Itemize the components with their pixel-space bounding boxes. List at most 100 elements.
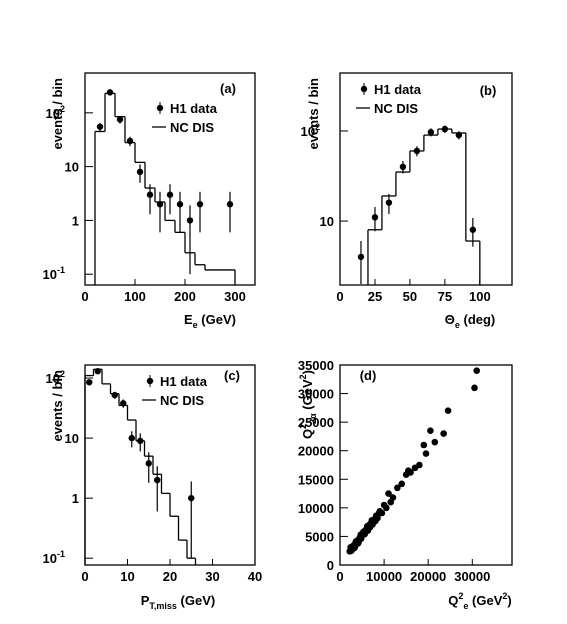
data-point [378,509,386,517]
data-point [394,484,401,492]
label-part: P [141,593,150,608]
label-part: e [463,601,468,611]
tick-base: 10 [43,267,57,282]
data-point [431,438,439,446]
tick-exp: -1 [57,265,65,275]
legend-marker [156,104,164,112]
data-point [137,437,144,445]
data-point [473,367,481,375]
data-point [126,137,134,145]
data-point [106,89,114,96]
y-tick-label: 10000 [298,501,334,516]
data-point [357,253,365,261]
x-axis-label: Θe (deg) [445,312,496,330]
plot-frame [84,72,256,286]
panel-label: (c) [224,368,240,383]
legend-label: NC DIS [374,101,418,116]
label-part: (GeV) [198,312,236,327]
data-point [444,407,452,415]
x-tick-label: 40 [248,569,262,584]
label-part: Θ [445,312,455,327]
y-tick-label: 0 [327,558,334,573]
data-point [94,368,101,375]
legend-marker [146,377,154,385]
y-tick-label: 1 [72,491,79,506]
data-point [96,123,104,130]
y-tick-label: 15000 [298,472,334,487]
x-tick-label: 200 [174,289,196,304]
y-tick-label: 5000 [305,529,334,544]
data-point [166,191,174,198]
label-part: ) [300,370,315,374]
panel-label: (a) [220,81,236,96]
label-part: 2 [298,374,308,379]
y-tick-label: 102 [46,369,65,386]
data-point [176,201,184,208]
label-part: ) [507,593,511,608]
tick-exp: -1 [57,549,65,559]
data-point [427,128,435,136]
y-tick-label: 10 [320,214,334,229]
x-tick-label: 30000 [454,569,490,584]
y-axis-label: events / bin [306,78,321,150]
x-tick-label: 100 [124,289,146,304]
data-point [398,480,406,488]
legend-marker [360,85,368,93]
y-axis-label: events / bin [50,370,65,442]
y-tick-label: 102 [301,122,320,139]
data-point [420,441,428,449]
y-tick-label: 1 [72,213,79,228]
x-tick-label: 75 [438,289,452,304]
tick-base: 10 [46,371,60,386]
legend-label: H1 data [160,374,208,389]
label-part: E [184,312,193,327]
data-point [145,460,152,467]
y-tick-label: 102 [46,104,65,121]
x-tick-label: 10000 [366,569,402,584]
data-point [116,116,124,123]
data-point [385,199,393,206]
x-tick-label: 0 [336,289,343,304]
panel-label: (d) [360,368,377,383]
label-part: 2 [502,591,507,601]
y-tick-label: 10-1 [43,265,65,282]
panel-label: (b) [480,83,497,98]
data-point [413,147,421,155]
x-tick-label: 300 [224,289,246,304]
x-axis-label: Ee (GeV) [184,312,236,330]
x-tick-label: 10 [120,569,134,584]
x-tick-label: 20 [163,569,177,584]
label-part: (GeV) [177,593,215,608]
y-tick-label: 20000 [298,444,334,459]
label-part: e [193,320,198,330]
x-tick-label: 20000 [410,569,446,584]
label-part: (GeV [300,379,315,413]
legend-label: NC DIS [160,393,204,408]
tick-base: 10 [46,106,60,121]
data-point [383,504,390,512]
x-tick-label: 25 [368,289,382,304]
label-part: (deg) [460,312,495,327]
data-point [226,201,234,208]
label-part: 2α [308,413,318,424]
label-part: events / bin [50,370,65,442]
label-part: 2 [298,424,308,429]
data-point [371,214,379,221]
y-tick-label: 30000 [298,387,334,402]
legend-label: H1 data [170,101,218,116]
x-tick-label: 0 [336,569,343,584]
data-point [186,217,194,224]
label-part: events / bin [50,78,65,150]
plot-frame [339,364,513,566]
data-point [128,434,135,442]
data-point [427,427,434,435]
data-point [146,191,154,198]
tick-base: 10 [43,551,57,566]
tick-base: 10 [301,124,315,139]
label-part: 2 [458,591,463,601]
y-tick-label: 10-1 [43,549,65,566]
x-tick-label: 100 [469,289,491,304]
x-tick-label: 50 [403,289,417,304]
x-tick-label: 30 [205,569,219,584]
